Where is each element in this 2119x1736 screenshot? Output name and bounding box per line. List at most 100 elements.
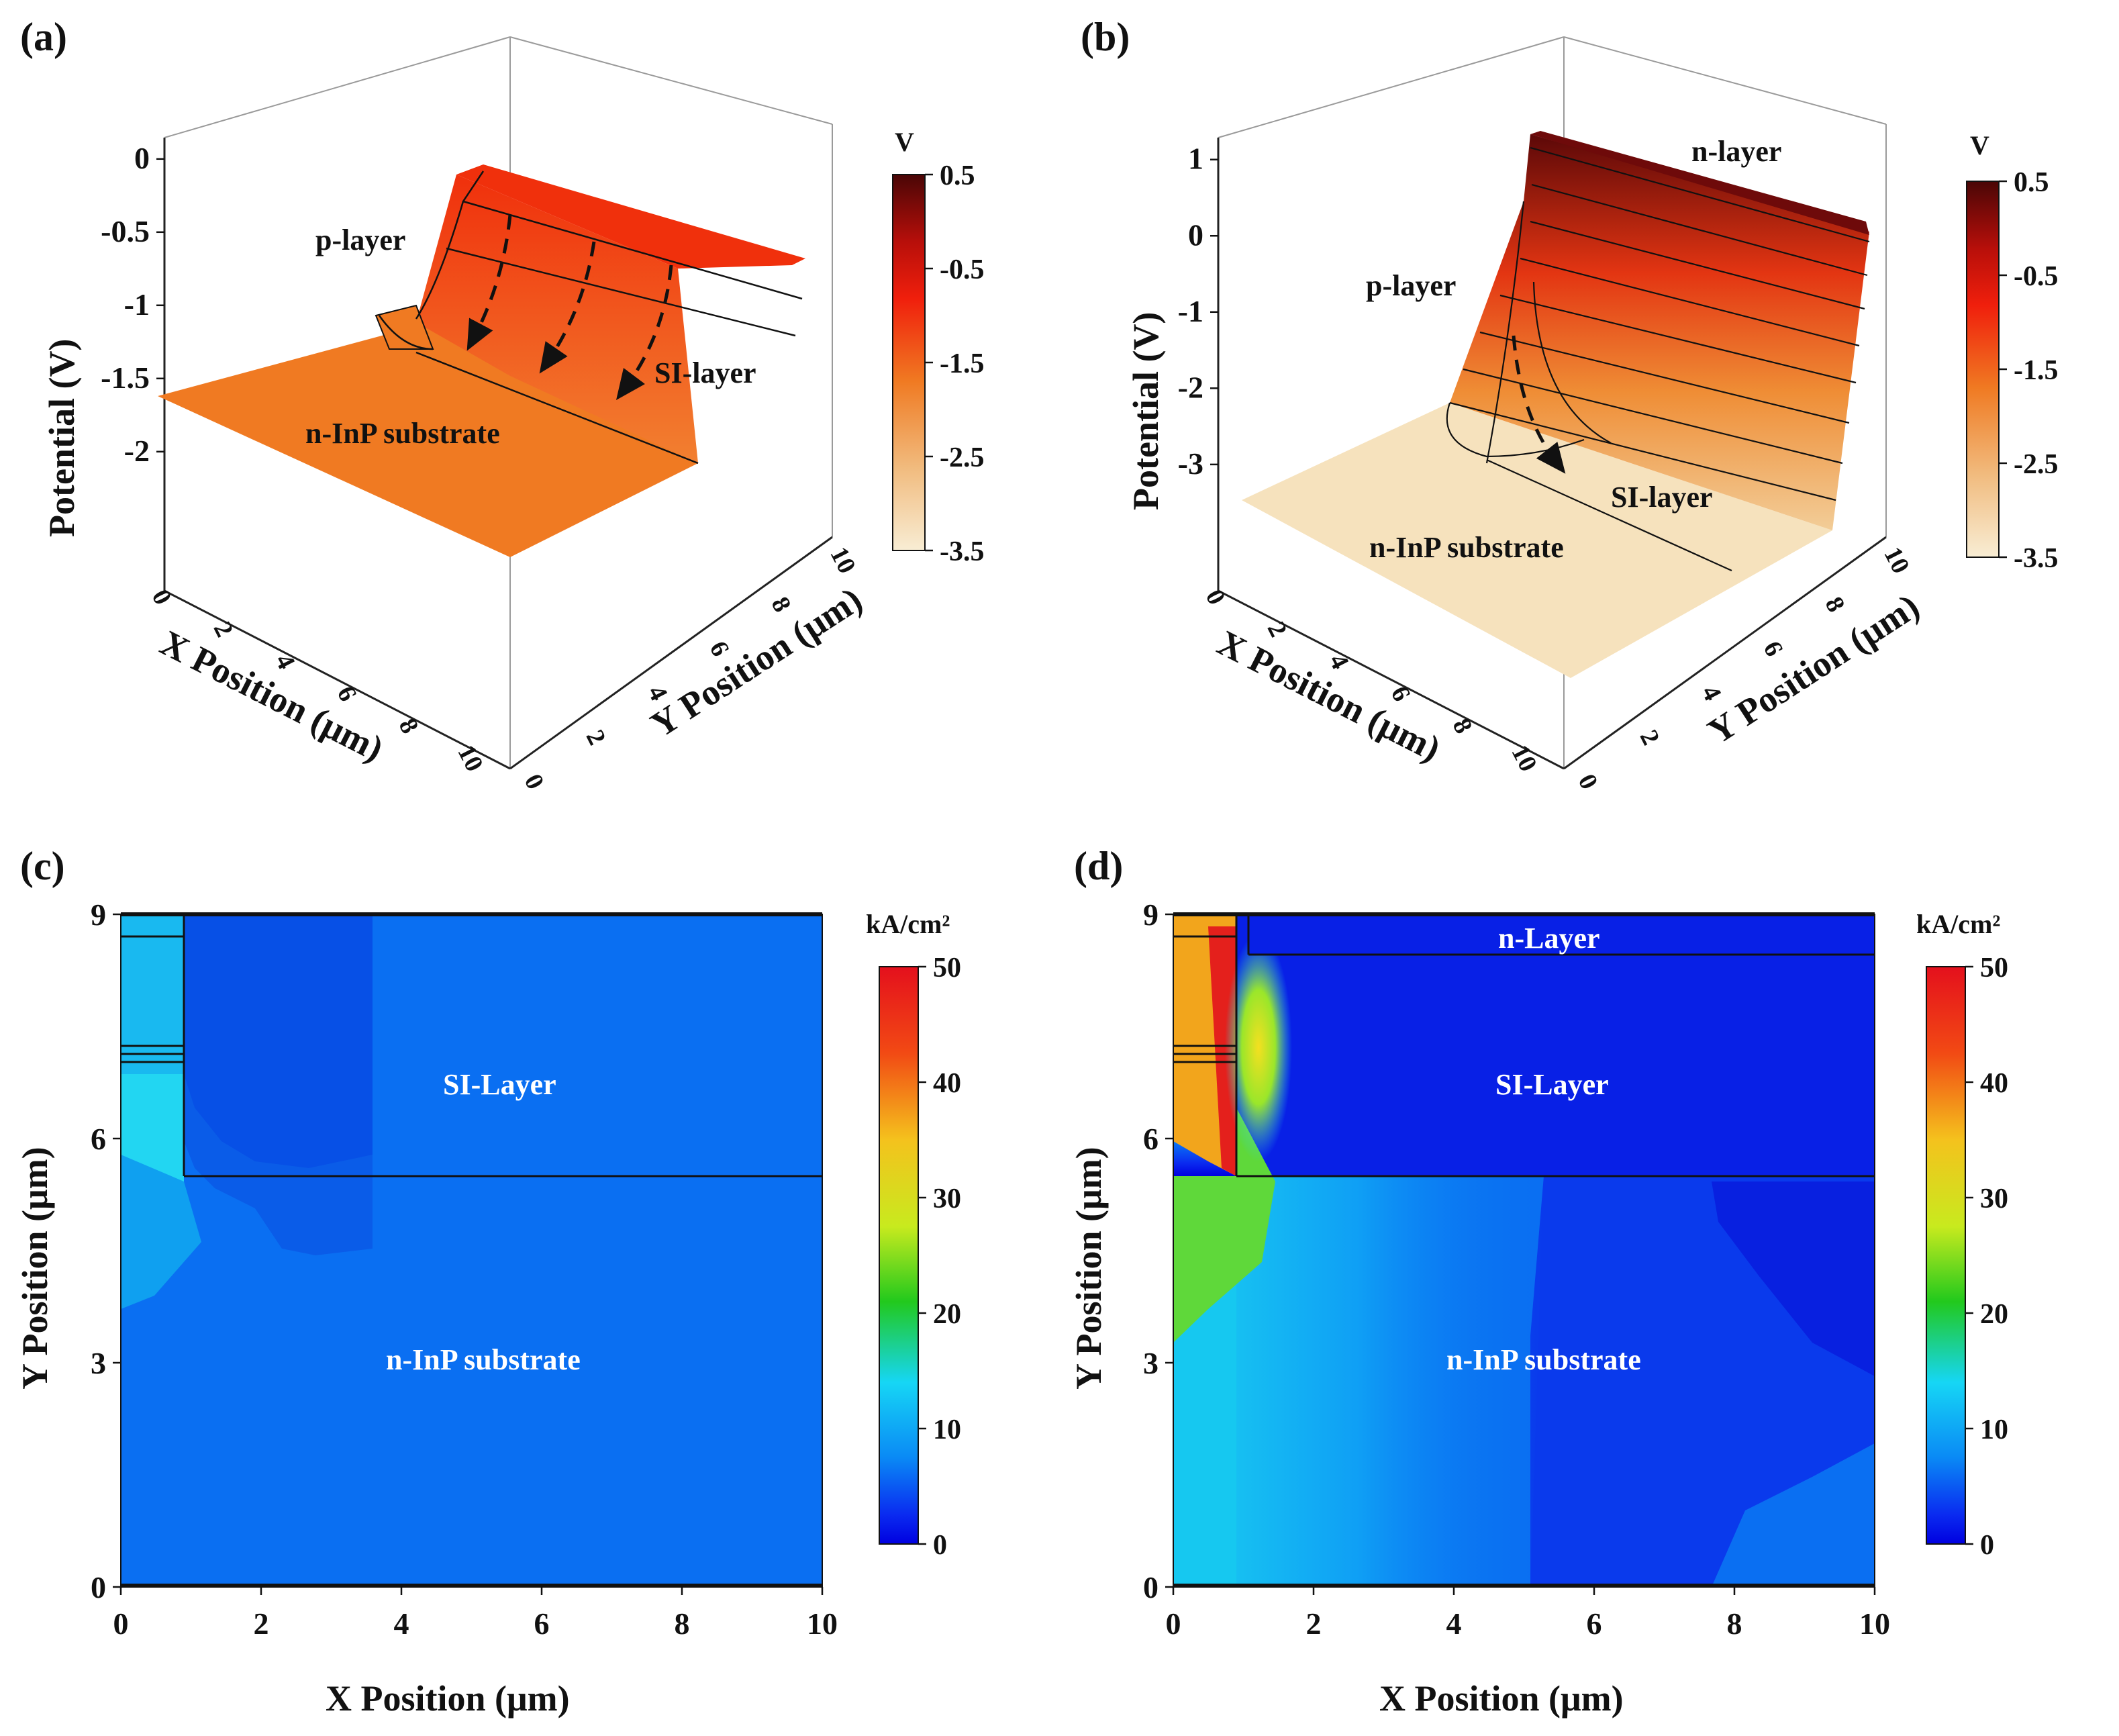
- colorbar-tick-label-b: -3.5: [2014, 543, 2059, 574]
- y-tick-label-b: 10: [1878, 542, 1915, 578]
- annotation-a-1: SI-layer: [654, 356, 756, 389]
- y-axis-title-b: Y Position (μm): [1701, 586, 1926, 752]
- y-tick-label-b: 4: [1696, 681, 1727, 706]
- y-tick-label-c: 0: [91, 1570, 106, 1604]
- z-tick-label-b: 1: [1188, 142, 1203, 176]
- y-axis-title-d: Y Position (μm): [1069, 1147, 1109, 1390]
- colorbar-tick-label-c: 20: [933, 1299, 961, 1330]
- x-tick-label-a: 0: [146, 585, 177, 610]
- annotation-c-0: SI-Layer: [443, 1068, 556, 1101]
- annotation-b-2: SI-layer: [1611, 481, 1713, 514]
- annotation-a-0: p-layer: [315, 224, 405, 256]
- colorbar-tick-label-d: 20: [1980, 1299, 2008, 1330]
- colorbar-d: [1926, 966, 1966, 1545]
- z-tick-label-a: 0: [134, 141, 150, 175]
- x-tick-label-c: 2: [254, 1606, 269, 1641]
- z-tick-label-a: -1.5: [101, 360, 150, 395]
- colorbar-tick-label-c: 0: [933, 1530, 947, 1561]
- colorbar-title-d: kA/cm²: [1916, 909, 2000, 939]
- colorbar-tick-label-d: 30: [1980, 1184, 2008, 1214]
- x-tick-label-b: 8: [1447, 714, 1478, 738]
- y-tick-label-d: 9: [1143, 898, 1159, 932]
- x-tick-label-c: 4: [394, 1606, 409, 1641]
- annotation-c-1: n-InP substrate: [386, 1343, 581, 1376]
- surface-substrate-a: [158, 316, 698, 557]
- annotation-a-2: n-InP substrate: [305, 417, 500, 450]
- colorbar-ticks-a: 0.5 -0.5 -1.5 -2.5 -3.5: [925, 160, 985, 567]
- heatmap-n-layer-d: [1248, 914, 1875, 955]
- colorbar-tick-label-b: -2.5: [2014, 449, 2059, 480]
- x-tick-label-d: 8: [1727, 1606, 1742, 1641]
- panel-label-c: (c): [20, 844, 65, 888]
- colorbar-b: [1966, 181, 2000, 558]
- x-tick-label-c: 6: [534, 1606, 550, 1641]
- annotation-b-0: n-layer: [1691, 135, 1781, 168]
- heatmap-d: [1173, 914, 1875, 1587]
- x-tick-label-d: 4: [1446, 1606, 1462, 1641]
- x-tick-label-a: 10: [452, 740, 489, 776]
- colorbar-title-a: V: [895, 127, 914, 157]
- colorbar-tick-label-a: -0.5: [940, 254, 985, 285]
- colorbar-tick-label-c: 10: [933, 1414, 961, 1445]
- z-tick-label-a: -0.5: [101, 214, 150, 248]
- y-axis-title-a: Y Position (μm): [644, 579, 869, 745]
- y-tick-label-d: 0: [1143, 1570, 1159, 1604]
- panel-label-a: (a): [20, 15, 67, 59]
- colorbar-ticks-b: 0.5 -0.5 -1.5 -2.5 -3.5: [1999, 167, 2059, 574]
- colorbar-tick-label-a: -2.5: [940, 442, 985, 473]
- y-tick-label-a: 0: [519, 770, 550, 794]
- colorbar-tick-label-a: -1.5: [940, 348, 985, 379]
- annotation-b-3: n-InP substrate: [1369, 531, 1564, 564]
- y-tick-label-b: 8: [1820, 593, 1851, 617]
- x-tick-label-d: 10: [1859, 1606, 1890, 1641]
- colorbar-title-b: V: [1970, 130, 1989, 160]
- x-tick-label-c: 8: [675, 1606, 690, 1641]
- x-axis-title-b: X Position (μm): [1212, 622, 1447, 769]
- colorbar-tick-label-d: 40: [1980, 1068, 2008, 1099]
- y-tick-label-a: 10: [824, 542, 861, 578]
- colorbar-tick-label-b: -0.5: [2014, 261, 2059, 292]
- x-axis-title-d: X Position (μm): [1379, 1678, 1624, 1719]
- y-axis-title-c: Y Position (μm): [15, 1147, 55, 1390]
- colorbar-tick-label-a: 0.5: [940, 160, 975, 191]
- y-ticks-c: 0 3 6 9: [91, 898, 121, 1604]
- colorbar-ticks-c: 50 40 30 20 10 0: [918, 953, 961, 1561]
- plot-frame-d: [1173, 914, 1875, 1588]
- x-tick-label-c: 10: [807, 1606, 838, 1641]
- x-tick-label-a: 8: [393, 714, 424, 738]
- panel-label-b: (b): [1081, 15, 1130, 59]
- panel-label-d: (d): [1074, 844, 1123, 888]
- x-tick-label-d: 2: [1306, 1606, 1322, 1641]
- z-tick-label-a: -1: [124, 287, 150, 322]
- annotation-d-2: n-InP substrate: [1446, 1343, 1641, 1376]
- annotation-b-1: p-layer: [1366, 269, 1456, 302]
- axes-floor-b: [1217, 138, 1887, 770]
- surface-n-layer-top-b: [1530, 131, 1869, 235]
- surface-si-wall-b: [1450, 134, 1869, 530]
- panel-d: (d) n-Layer S: [1069, 844, 2008, 1719]
- colorbar-tick-label-d: 0: [1980, 1530, 1994, 1561]
- colorbar-tick-label-d: 10: [1980, 1414, 2008, 1445]
- x-tick-label-d: 6: [1587, 1606, 1602, 1641]
- surface-si-top-a: [456, 164, 805, 269]
- annotation-d-1: SI-Layer: [1495, 1068, 1609, 1101]
- z-tick-label-b: 0: [1188, 218, 1203, 252]
- x-tick-label-b: 10: [1506, 740, 1542, 776]
- z-axis-title-b: Potential (V): [1126, 312, 1166, 510]
- colorbar-tick-label-a: -3.5: [940, 536, 985, 567]
- colorbar-tick-label-c: 40: [933, 1068, 961, 1099]
- axes-floor-a: [163, 138, 833, 770]
- panel-b: (b) n-: [1081, 15, 2059, 794]
- z-tick-label-b: -3: [1178, 446, 1203, 481]
- panel-a: (a) p-layer: [20, 15, 985, 794]
- colorbar-title-c: kA/cm²: [866, 909, 950, 939]
- y-ticks-d: 0 3 6 9: [1143, 898, 1173, 1604]
- z-ticks-a: 0 -0.5 -1 -1.5 -2: [101, 141, 164, 468]
- y-tick-label-c: 6: [91, 1122, 106, 1156]
- y-tick-label-d: 6: [1143, 1122, 1159, 1156]
- colorbar-tick-label-d: 50: [1980, 953, 2008, 983]
- plot-frame-c: [120, 914, 823, 1588]
- x-tick-label-c: 0: [113, 1606, 129, 1641]
